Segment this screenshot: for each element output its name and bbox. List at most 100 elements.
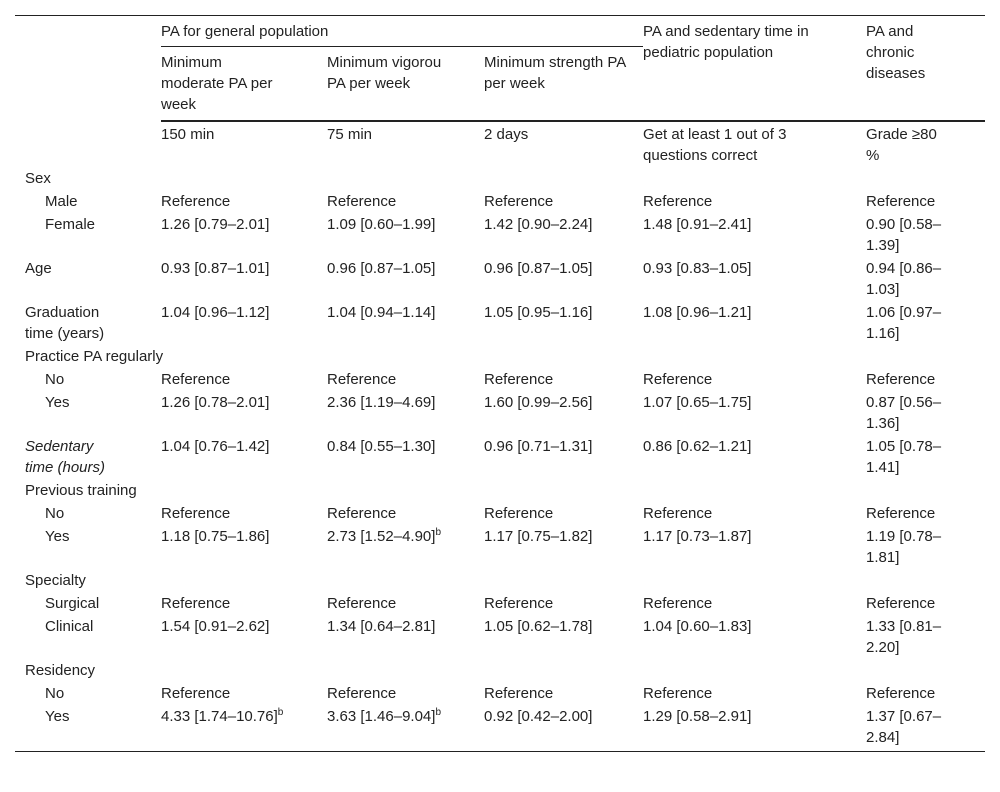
value-text: 2.73 [1.52–4.90] [327,528,436,545]
data-row: Sedentary time (hours) 1.04 [0.76–1.42] 0.… [15,435,985,479]
row-label-text: Previous training [25,482,137,499]
value-cell: Reference [327,502,484,525]
value-text: 1.34 [0.64–2.81] [327,618,436,635]
value-text: 1.26 [0.79–2.01] [161,216,270,233]
row-label: Practice PA regularly [15,345,985,368]
criteria-cell: Grade ≥80 % [866,126,937,164]
value-text: 1.17 [0.73–1.87] [643,528,752,545]
value-cell: Reference [866,682,985,705]
data-row: Clinical 1.54 [0.91–2.62] 1.34 [0.64–2.81]… [15,615,985,659]
row-label: Yes [15,391,161,435]
value-text: 1.05 [0.62–1.78] [484,618,593,635]
row-label-text: No [45,685,65,702]
value-cell: Reference [484,502,643,525]
results-table: PA for general population PA and sedentar… [15,15,986,752]
value-text: Reference [643,193,713,210]
data-row: Surgical Reference Reference Reference Refer… [15,592,985,615]
value-cell: 1.26 [0.78–2.01] [161,391,327,435]
value-cell: 1.05 [0.78–1.41] [866,435,985,479]
value-cell: 1.37 [0.67–2.84] [866,705,986,752]
row-label: Surgical [15,592,161,615]
value-text: 1.04 [0.76–1.42] [161,438,270,455]
row-label: Age [15,257,161,301]
value-text: 1.48 [0.91–2.41] [643,216,752,233]
value-cell: 1.04 [0.60–1.83] [643,615,866,659]
value-cell: Reference [866,190,985,213]
value-cell: 1.04 [0.76–1.42] [161,435,327,479]
data-row: Female 1.26 [0.79–2.01] 1.09 [0.60–1.99] 1.… [15,213,985,257]
value-text: Reference [866,685,936,702]
row-label: Graduation time (years) [15,301,161,345]
label-cell [15,121,161,167]
value-cell: Reference [484,592,643,615]
row-label-text: Yes [45,708,70,725]
value-text: Reference [327,371,397,388]
row-label: Female [15,213,161,257]
value-cell: 1.48 [0.91–2.41] [643,213,866,257]
value-text: 1.06 [0.97–1.16] [866,304,942,342]
value-text: 0.93 [0.87–1.01] [161,260,270,277]
row-label-text: Graduation time (years) [25,304,105,342]
value-cell: 1.04 [0.96–1.12] [161,301,327,345]
value-text: Reference [643,685,713,702]
value-text: 1.04 [0.96–1.12] [161,304,270,321]
value-cell: 2.36 [1.19–4.69] [327,391,484,435]
value-cell: 2.73 [1.52–4.90]b [327,525,484,569]
value-text: Reference [327,505,397,522]
group-header: PA and chronic diseases [866,15,986,122]
value-text: 0.96 [0.71–1.31] [484,438,593,455]
value-text: 0.96 [0.87–1.05] [484,260,593,277]
table-body: 150 min 75 min 2 days Get at least 1 out of… [15,121,986,752]
value-cell: Reference [161,682,327,705]
value-cell: 3.63 [1.46–9.04]b [327,705,484,752]
footnote-mark: b [435,707,441,718]
value-cell: Reference [161,592,327,615]
value-cell: 0.96 [0.87–1.05] [484,257,643,301]
value-cell: Reference [484,190,643,213]
value-text: Reference [161,685,231,702]
footnote-mark: b [435,527,441,538]
value-text: 0.86 [0.62–1.21] [643,438,752,455]
value-text: 0.90 [0.58–1.39] [866,216,942,254]
subheader: Minimum vigorou PA per week [327,46,484,122]
value-cell: 0.86 [0.62–1.21] [643,435,866,479]
value-cell: 1.17 [0.75–1.82] [484,525,643,569]
data-row: No Reference Reference Reference Reference Re… [15,368,985,391]
criteria-row: 150 min 75 min 2 days Get at least 1 out of… [15,121,985,167]
value-cell: Reference [327,190,484,213]
value-text: 0.94 [0.86–1.03] [866,260,942,298]
value-cell: 0.87 [0.56–1.36] [866,391,985,435]
row-label-text: Practice PA regularly [25,348,164,365]
value-cell: 1.19 [0.78–1.81] [866,525,985,569]
value-text: Reference [484,685,554,702]
value-cell: 1.26 [0.79–2.01] [161,213,327,257]
value-text: 1.33 [0.81–2.20] [866,618,942,656]
row-label: Yes [15,705,161,752]
value-text: 1.18 [0.75–1.86] [161,528,270,545]
value-text: 1.05 [0.95–1.16] [484,304,593,321]
value-text: Reference [161,371,231,388]
value-text: 0.93 [0.83–1.05] [643,260,752,277]
row-label: Clinical [15,615,161,659]
value-text: Reference [327,193,397,210]
value-text: 1.17 [0.75–1.82] [484,528,593,545]
value-cell: 1.33 [0.81–2.20] [866,615,985,659]
value-cell: 0.92 [0.42–2.00] [484,705,644,752]
row-label-text: Surgical [45,595,100,612]
value-text: Reference [161,595,231,612]
row-label: No [15,682,161,705]
value-cell: 4.33 [1.74–10.76]b [161,705,327,752]
row-label: Male [15,190,161,213]
value-text: 1.05 [0.78–1.41] [866,438,942,476]
row-label-text: No [45,505,65,522]
row-label-text: Age [25,260,52,277]
value-cell: 0.90 [0.58–1.39] [866,213,985,257]
value-cell: 1.04 [0.94–1.14] [327,301,484,345]
row-label-text: Yes [45,394,70,411]
data-row: Graduation time (years) 1.04 [0.96–1.12] 1… [15,301,985,345]
group-header: PA for general population [161,15,644,47]
row-label: Specialty [15,569,985,592]
row-label-text: Residency [25,662,96,679]
row-label-text: Male [45,193,78,210]
